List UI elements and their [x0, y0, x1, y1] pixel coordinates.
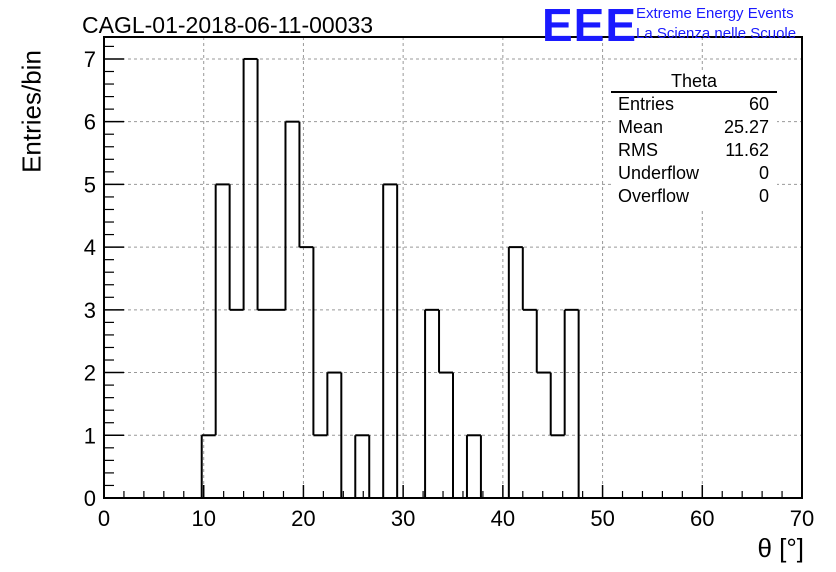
x-tick-label: 0	[98, 506, 110, 531]
x-tick-label: 20	[291, 506, 315, 531]
y-tick-label: 1	[84, 423, 96, 448]
logo-caption-line-2: La Scienza nelle Scuole	[636, 25, 797, 42]
y-tick-label: 6	[84, 110, 96, 135]
stats-label: Mean	[618, 117, 664, 137]
stats-label: Overflow	[618, 186, 690, 206]
stats-value: 0	[758, 163, 769, 183]
x-tick-label: 10	[191, 506, 215, 531]
y-tick-label: 5	[84, 172, 96, 197]
logo-caption-line-1: Extreme Energy Events	[636, 5, 794, 22]
y-tick-label: 0	[84, 486, 96, 511]
y-axis-label: Entries/bin	[16, 50, 47, 173]
y-tick-label: 7	[84, 47, 96, 72]
stats-label: Entries	[618, 94, 675, 114]
y-tick-label: 4	[84, 235, 96, 260]
axis-ticks	[103, 45, 803, 499]
stats-row-underflow: Underflow 0	[611, 162, 777, 185]
y-tick-label: 2	[84, 361, 96, 386]
stats-value: 60	[748, 94, 769, 114]
eee-logo: EEE	[542, 0, 638, 51]
logo-caption: Extreme Energy Events La Scienza nelle S…	[636, 4, 796, 44]
stats-row-overflow: Overflow 0	[611, 185, 777, 208]
plot-frame	[103, 36, 803, 499]
stats-value: 25.27	[723, 117, 769, 137]
x-tick-label: 60	[690, 506, 714, 531]
y-tick-label: 3	[84, 298, 96, 323]
chart-title: CAGL-01-2018-06-11-00033	[82, 12, 374, 38]
x-tick-label: 50	[590, 506, 614, 531]
x-tick-label: 40	[491, 506, 515, 531]
stats-label: Underflow	[618, 163, 700, 183]
stats-value: 0	[758, 186, 769, 206]
stats-label: RMS	[618, 140, 658, 160]
x-tick-label: 70	[790, 506, 814, 531]
x-axis-label: θ [°]	[757, 533, 804, 563]
stats-row-mean: Mean 25.27	[611, 116, 777, 139]
stats-row-entries: Entries 60	[611, 93, 777, 116]
tick-labels: 0 10 20 30 40 50 60 70 0 1 2 3 4 5 6 7	[84, 47, 814, 531]
stats-title: Theta	[611, 72, 777, 93]
stats-box: Theta Entries 60 Mean 25.27 RMS 11.62 Un…	[611, 72, 777, 208]
x-tick-label: 30	[391, 506, 415, 531]
stats-row-rms: RMS 11.62	[611, 139, 777, 162]
stats-value: 11.62	[725, 140, 769, 160]
